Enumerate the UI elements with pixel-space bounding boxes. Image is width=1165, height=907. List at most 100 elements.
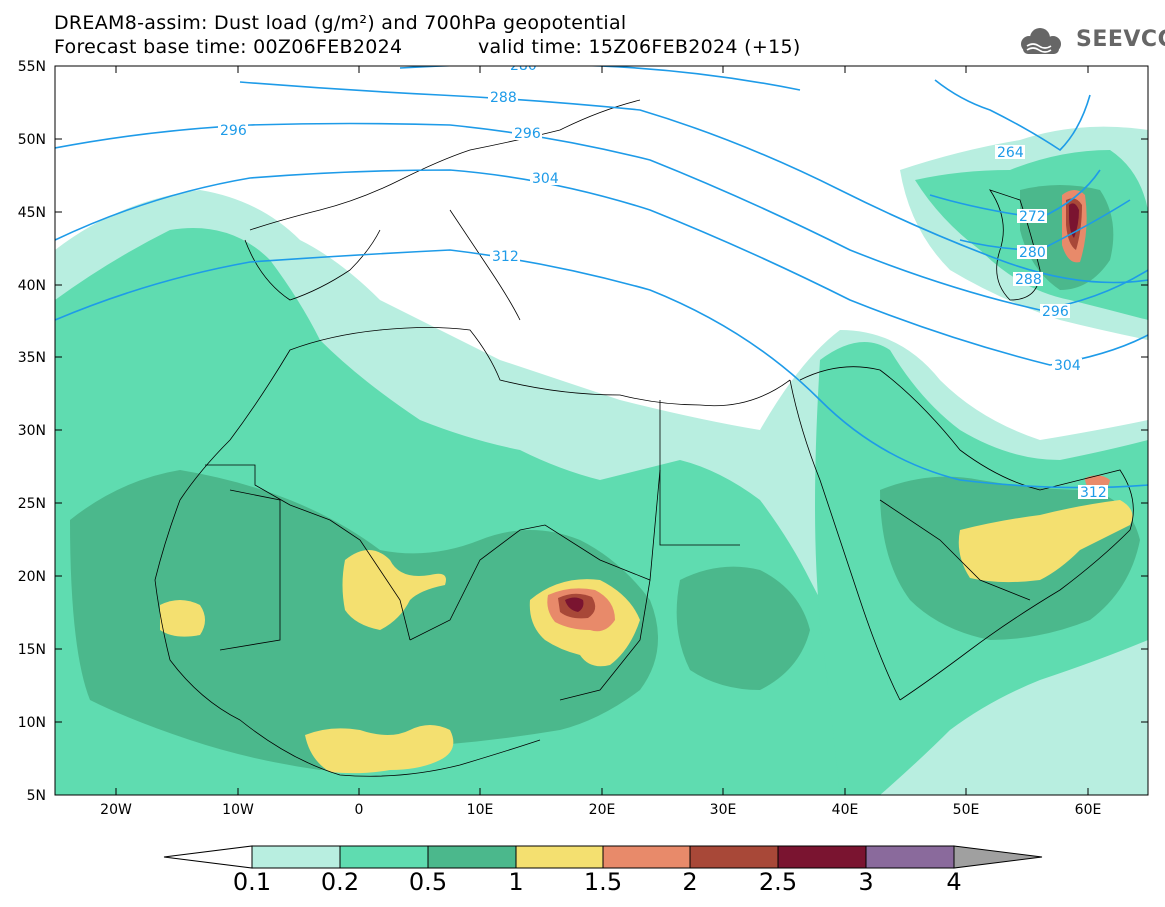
svg-text:296: 296 — [514, 126, 541, 142]
lon-label: 0 — [355, 802, 364, 818]
svg-text:280: 280 — [510, 58, 537, 74]
contour-label: 296 — [512, 126, 542, 142]
contour-280 — [399, 66, 801, 91]
colorbar-label: 2 — [682, 868, 698, 896]
lon-label: 20W — [100, 802, 132, 818]
lat-label: 30N — [18, 423, 46, 439]
border-sahara — [219, 489, 281, 651]
contour-label: 304 — [1052, 358, 1082, 374]
colorbar-swatch — [251, 845, 341, 869]
dust-region-dark-sudan — [676, 566, 810, 690]
dust-region-crimson-ne — [1069, 203, 1079, 238]
svg-text:280: 280 — [1019, 245, 1046, 261]
lon-label: 50E — [953, 802, 980, 818]
border-niger — [409, 469, 661, 641]
map-title: DREAM8-assim: Dust load (g/m²) and 700hP… — [54, 12, 627, 34]
contour-label: 288 — [488, 90, 518, 106]
svg-text:312: 312 — [1080, 485, 1107, 501]
contour-296 — [55, 122, 1148, 311]
lon-label: 20E — [589, 802, 616, 818]
lat-label: 45N — [18, 205, 46, 221]
svg-text:264: 264 — [997, 145, 1024, 161]
contour-label: 280 — [508, 58, 538, 74]
svg-text:312: 312 — [492, 249, 519, 265]
coastline-west-africa — [154, 499, 541, 777]
colorbar-swatch — [339, 845, 429, 869]
svg-text:304: 304 — [1054, 358, 1081, 374]
contour-label: 304 — [530, 171, 560, 187]
dust-region-yellow-west — [160, 600, 205, 637]
svg-text:304: 304 — [532, 171, 559, 187]
valid-time: valid time: 15Z06FEB2024 (+15) — [478, 36, 801, 58]
lat-label: 50N — [18, 132, 46, 148]
colorbar-swatch — [689, 845, 779, 869]
dust-region-yellow-mali — [342, 550, 446, 630]
svg-text:288: 288 — [1015, 272, 1042, 288]
contour-label: 296 — [218, 123, 248, 139]
colorbar-swatch — [865, 845, 955, 869]
lon-label: 60E — [1075, 802, 1102, 818]
contour-288 — [239, 81, 1148, 284]
cloud-icon — [1021, 28, 1061, 54]
longitude-labels: 20W 10W 0 10E 20E 30E 40E 50E 60E — [100, 802, 1101, 818]
lat-label: 10N — [18, 715, 46, 731]
colorbar-swatch — [515, 845, 604, 869]
lon-label: 10W — [222, 802, 254, 818]
colorbar-label: 0.2 — [320, 868, 360, 896]
border-mali — [205, 464, 411, 641]
colorbar-label: 0.1 — [232, 868, 272, 896]
contour-label: 296 — [1040, 304, 1070, 320]
border-saudi — [879, 499, 1031, 601]
dust-region-yellow-arabia — [958, 500, 1133, 583]
colorbar-over-triangle — [953, 845, 1043, 869]
coastline-caspian — [989, 189, 1041, 301]
lat-label: 25N — [18, 496, 46, 512]
border-libya-egypt — [659, 400, 740, 546]
coastline-europe — [249, 99, 641, 231]
colorbar-swatch — [427, 845, 517, 869]
svg-text:272: 272 — [1019, 209, 1046, 225]
coastline-red-sea — [789, 379, 901, 701]
svg-text:288: 288 — [490, 90, 517, 106]
lon-label: 40E — [832, 802, 859, 818]
colorbar-swatch — [602, 845, 691, 869]
colorbar — [163, 845, 1043, 869]
lat-label: 35N — [18, 350, 46, 366]
border-chad-sudan — [559, 579, 651, 701]
lat-label: 15N — [18, 642, 46, 658]
svg-text:296: 296 — [1042, 304, 1069, 320]
logo — [1021, 28, 1061, 54]
forecast-base-time: Forecast base time: 00Z06FEB2024 — [54, 36, 403, 58]
latitude-axis — [55, 65, 1148, 723]
latitude-labels: 55N 50N 45N 40N 35N 30N 25N 20N 15N 10N … — [18, 59, 46, 804]
country-borders — [154, 99, 1134, 777]
colorbar-label: 4 — [946, 868, 962, 896]
longitude-axis — [115, 66, 1089, 795]
lat-label: 40N — [18, 278, 46, 294]
colorbar-swatch — [777, 845, 867, 869]
colorbar-label: 3 — [858, 868, 874, 896]
dust-region-yellow-gulf — [305, 725, 454, 774]
dust-load-field — [55, 126, 1148, 795]
contour-labels: 280 288 296 296 304 312 264 272 280 288 … — [218, 58, 1108, 501]
lon-label: 10E — [467, 802, 494, 818]
coastline-arabia — [799, 366, 1134, 701]
coastline-north-africa — [179, 327, 791, 501]
contour-label: 280 — [1017, 245, 1047, 261]
contour-label: 288 — [1013, 272, 1043, 288]
coastline-iberia — [244, 229, 381, 301]
geopotential-contours — [55, 66, 1148, 489]
contour-label: 312 — [490, 249, 520, 265]
lat-label: 5N — [27, 788, 46, 804]
colorbar-label: 2.5 — [758, 868, 798, 896]
lon-label: 30E — [710, 802, 737, 818]
svg-text:296: 296 — [220, 123, 247, 139]
contour-label: 264 — [995, 145, 1025, 161]
colorbar-under-triangle — [163, 845, 253, 869]
dust-region-crimson-chad — [565, 597, 584, 612]
colorbar-label: 1 — [508, 868, 524, 896]
contour-label: 312 — [1078, 485, 1108, 501]
colorbar-label: 1.5 — [583, 868, 623, 896]
lat-label: 20N — [18, 569, 46, 585]
